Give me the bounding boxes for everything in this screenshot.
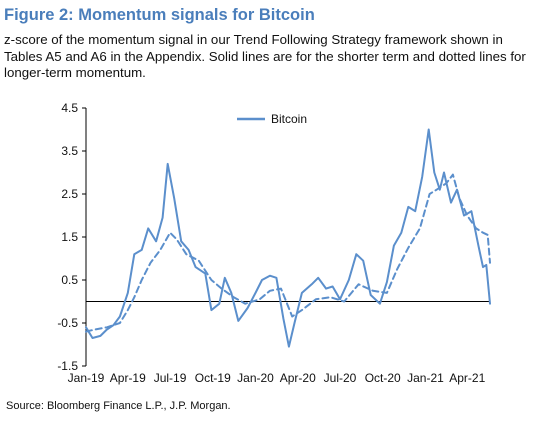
y-tick-label: 4.5 [61, 101, 78, 115]
figure-subtitle: z-score of the momentum signal in our Tr… [4, 32, 526, 80]
x-tick-label: Jan-19 [68, 371, 105, 385]
series-layer [85, 128, 491, 348]
y-tick-label: 2.5 [61, 187, 78, 201]
x-tick-label: Apr-19 [110, 371, 146, 385]
legend: Bitcoin [237, 112, 307, 126]
y-tick-label: -0.5 [57, 316, 78, 330]
x-tick-label: Oct-20 [365, 371, 401, 385]
x-axis: Jan-19 Apr-19 Jul-19 Oct-19 Jan-20 Apr-20 Jul-… [68, 301, 490, 385]
y-tick-label: 1.5 [61, 230, 78, 244]
y-tick-label: 3.5 [61, 144, 78, 158]
y-axis: 4.5 3.5 2.5 1.5 0.5 -0.5 -1.5 [57, 101, 87, 373]
shorter-term-momentum-line [85, 128, 491, 348]
x-tick-label: Jan-20 [237, 371, 274, 385]
momentum-chart: 4.5 3.5 2.5 1.5 0.5 -0.5 -1.5 Jan-19 Apr-19 Jul-… [57, 101, 491, 385]
x-tick-label: Jul-19 [154, 371, 187, 385]
x-tick-label: Jul-20 [324, 371, 357, 385]
legend-label: Bitcoin [271, 112, 307, 126]
longer-term-momentum-line [85, 173, 491, 333]
x-tick-label: Apr-21 [449, 371, 485, 385]
figure-source: Source: Bloomberg Finance L.P., J.P. Mor… [6, 400, 231, 412]
figure-title: Figure 2: Momentum signals for Bitcoin [4, 6, 315, 24]
y-tick-label: 0.5 [61, 273, 78, 287]
chart-container: 4.5 3.5 2.5 1.5 0.5 -0.5 -1.5 Jan-19 Apr-19 Jul-… [0, 95, 537, 405]
x-tick-label: Oct-19 [195, 371, 231, 385]
y-tick-label: -1.5 [57, 359, 78, 373]
x-tick-label: Apr-20 [280, 371, 316, 385]
x-tick-label: Jan-21 [407, 371, 444, 385]
